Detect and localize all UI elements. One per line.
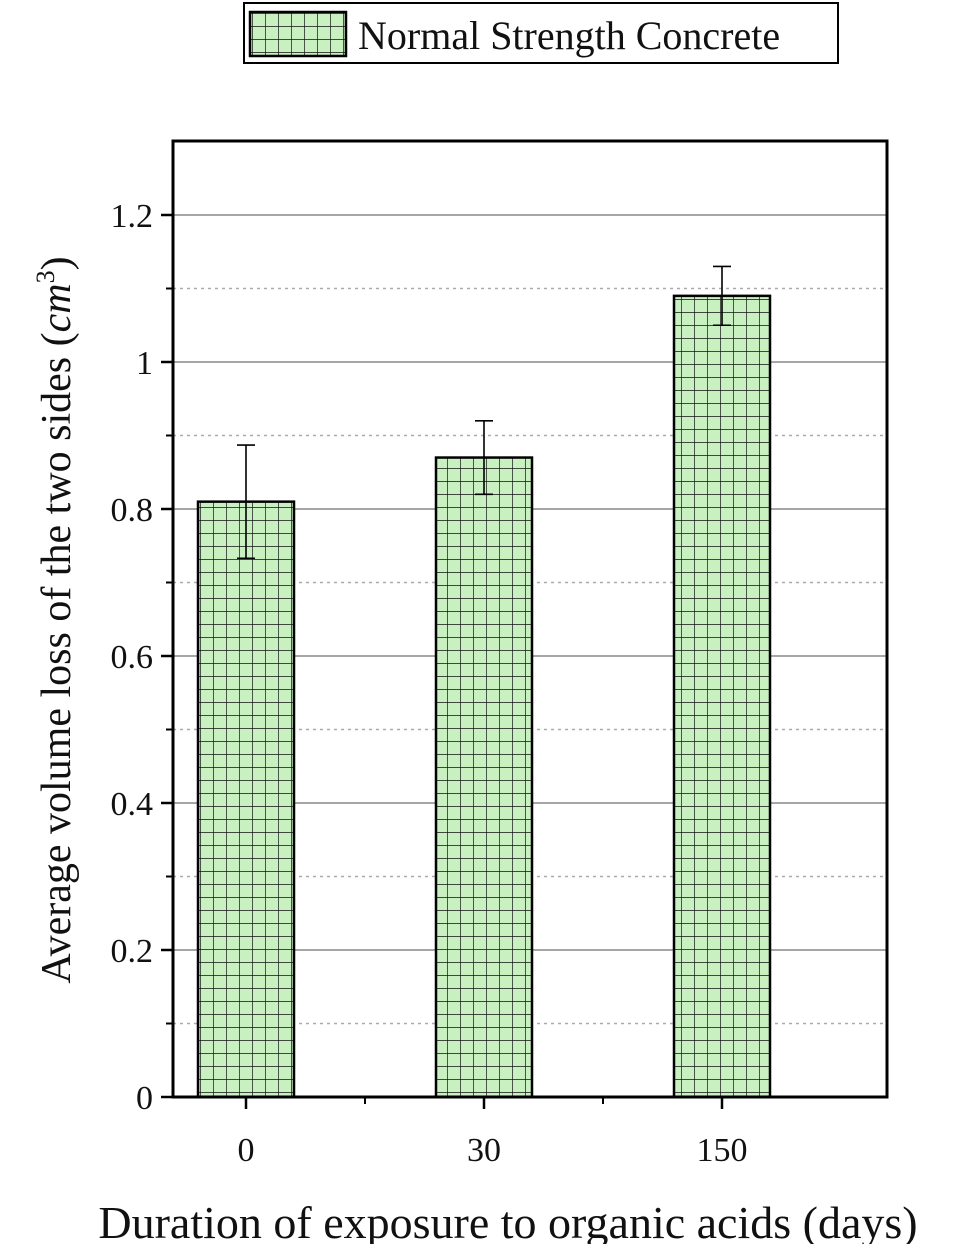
y-tick-label: 0.6 [111,639,154,676]
y-tick-label: 0.8 [111,492,154,529]
y-tick-label: 0 [136,1080,153,1117]
y-axis-title: Average volume loss of the two sides (cm… [31,256,80,983]
bar-0 [196,500,296,1099]
plot-frame [171,139,889,1099]
y-axis-title-close: ) [34,256,80,270]
x-axis-title: Duration of exposure to organic acids (d… [98,1197,917,1244]
y-axis-title-unit: cm [34,283,80,332]
x-axis-ticks: 0 30 150 [238,1097,748,1169]
bar-30 [434,456,534,1099]
x-tick-label: 0 [238,1132,255,1169]
legend-label: Normal Strength Concrete [358,13,780,58]
x-tick-label: 30 [467,1132,501,1169]
y-axis-ticks: 0 0.2 0.4 0.6 0.8 1 1.2 [111,198,173,1117]
bars [196,294,772,1099]
x-tick-label: 150 [697,1132,748,1169]
error-bars [237,265,731,560]
y-axis-title-main: Average volume loss of the two sides ( [34,332,80,983]
bar-150 [672,294,772,1099]
legend: Normal Strength Concrete [243,2,839,64]
y-tick-label: 0.2 [111,933,154,970]
y-tick-label: 1.2 [111,198,154,235]
y-tick-label: 0.4 [111,786,154,823]
y-axis-title-sup: 3 [31,270,60,283]
legend-swatch [248,10,348,58]
y-tick-label: 1 [136,345,153,382]
